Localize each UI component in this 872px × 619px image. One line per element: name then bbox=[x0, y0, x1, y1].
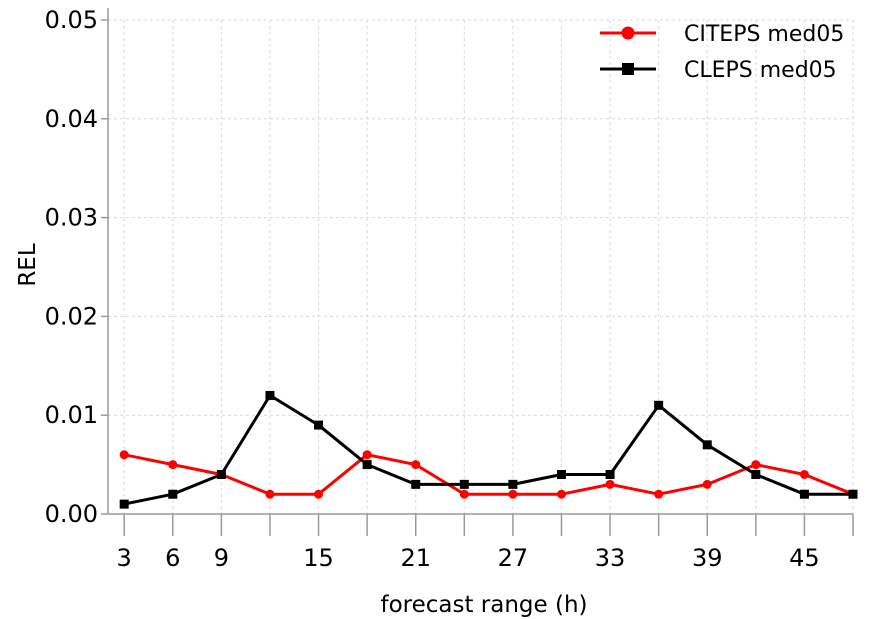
legend-label: CLEPS med05 bbox=[684, 58, 837, 83]
data-point bbox=[314, 489, 324, 499]
data-point bbox=[362, 450, 372, 460]
y-tick-label: 0.00 bbox=[45, 500, 98, 528]
data-point bbox=[751, 460, 761, 470]
x-tick-label: 39 bbox=[692, 544, 723, 572]
y-tick-label: 0.02 bbox=[45, 302, 98, 330]
data-point bbox=[848, 489, 858, 499]
y-tick-label: 0.04 bbox=[45, 105, 98, 133]
data-point bbox=[799, 489, 809, 499]
legend-label: CITEPS med05 bbox=[684, 22, 844, 47]
data-point bbox=[459, 479, 469, 489]
data-point bbox=[799, 469, 809, 479]
data-point bbox=[605, 469, 615, 479]
series-line bbox=[123, 453, 854, 496]
data-point bbox=[654, 400, 664, 410]
data-point bbox=[605, 479, 615, 489]
x-tick-label: 15 bbox=[303, 544, 334, 572]
x-tick-label: 45 bbox=[789, 544, 820, 572]
legend-marker bbox=[621, 26, 635, 40]
data-point bbox=[411, 479, 421, 489]
x-tick-label: 9 bbox=[214, 544, 229, 572]
legend-marker bbox=[622, 63, 634, 75]
grid bbox=[108, 19, 854, 514]
data-point bbox=[119, 499, 129, 509]
series-line bbox=[123, 393, 853, 506]
data-point bbox=[751, 469, 761, 479]
y-axis-label: REL bbox=[15, 243, 41, 287]
y-tick-label: 0.03 bbox=[45, 204, 98, 232]
y-tick-label: 0.01 bbox=[45, 401, 98, 429]
data-point bbox=[556, 489, 566, 499]
data-point bbox=[168, 489, 178, 499]
x-tick-label: 21 bbox=[400, 544, 431, 572]
x-tick-label: 6 bbox=[165, 544, 180, 572]
data-point bbox=[556, 469, 566, 479]
data-point bbox=[265, 390, 275, 400]
x-tick-label: 33 bbox=[595, 544, 626, 572]
y-tick-label: 0.05 bbox=[45, 6, 98, 34]
data-point bbox=[411, 460, 421, 470]
x-tick-label: 3 bbox=[117, 544, 132, 572]
data-point bbox=[168, 460, 178, 470]
legend: CITEPS med05 CLEPS med05 bbox=[600, 22, 844, 83]
data-point bbox=[314, 420, 324, 430]
data-point bbox=[216, 469, 226, 479]
x-axis-label: forecast range (h) bbox=[380, 592, 587, 618]
data-point bbox=[702, 479, 712, 489]
data-point bbox=[654, 489, 664, 499]
data-point bbox=[702, 440, 712, 450]
data-point bbox=[265, 489, 275, 499]
data-point bbox=[508, 479, 518, 489]
data-point bbox=[119, 450, 129, 460]
data-point bbox=[508, 489, 518, 499]
x-tick-label: 27 bbox=[498, 544, 529, 572]
axes: 0.00 0.01 0.02 0.03 0.04 0.05 3 6 9 15 21 27 33 39 45 bbox=[45, 6, 854, 572]
data-point bbox=[459, 489, 469, 499]
series-group bbox=[119, 390, 858, 509]
data-point bbox=[362, 460, 372, 470]
